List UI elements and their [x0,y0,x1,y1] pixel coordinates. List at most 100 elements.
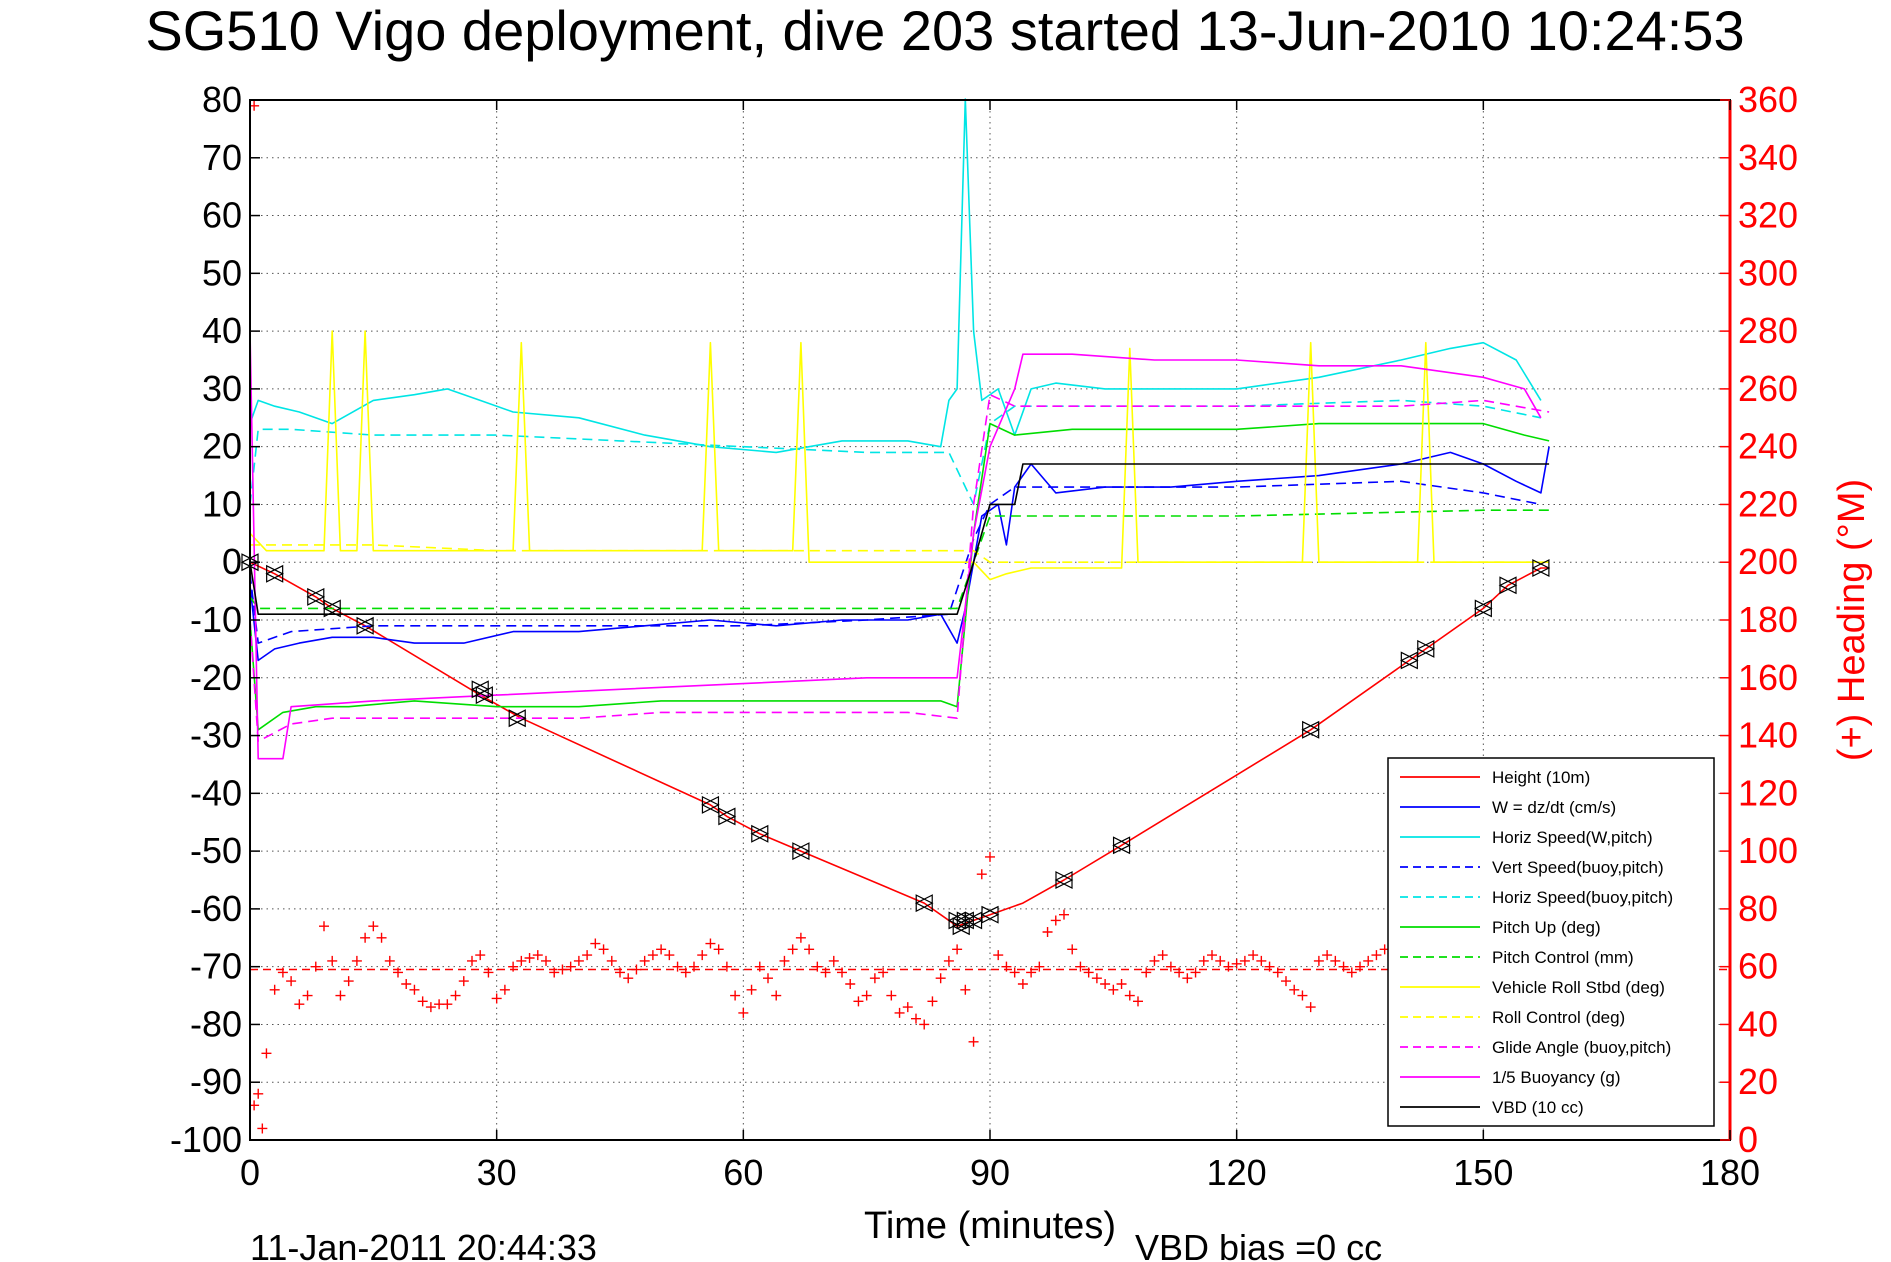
heading-point [401,979,412,989]
heading-point [1042,927,1053,937]
legend-label: Pitch Control (mm) [1492,948,1634,967]
height-marker [1498,576,1518,595]
series-line-vert-speed-buoy-pitch [249,480,1542,644]
height-marker [1531,559,1551,577]
heading-point [1239,955,1250,966]
heading-point [730,990,741,1001]
heading-point [343,976,354,987]
heading-point [1281,976,1291,987]
y-right-tick-label: 200 [1738,541,1798,582]
x-axis-ticks: 0 30 60 90 120 150 180 [240,100,1760,1193]
heading-point [861,990,872,1001]
heading-point [253,1088,264,1099]
x-axis-label: Time (minutes) [864,1205,1116,1247]
heading-point [1338,961,1349,972]
legend: Height (10m) W = dz/dt (cm/s) Horiz Speed(… [1387,757,1715,1127]
y-left-tick-label: -90 [190,1061,242,1102]
heading-point [1264,961,1275,972]
y-left-tick-label: 20 [202,426,242,467]
chart-title: SG510 Vigo deployment, dive 203 started … [145,0,1744,62]
heading-point [1165,961,1176,972]
x-tick-label: 30 [477,1152,517,1193]
right-axis-label: (+) Heading (°M) [1831,479,1873,761]
heading-point [1223,961,1234,972]
heading-point [475,950,486,961]
series-line-vbd-10-cc [249,463,1550,615]
heading-point [1305,1002,1316,1013]
heading-point [1149,955,1160,966]
heading-point [721,961,732,972]
height-marker [306,587,326,606]
heading-point [1182,973,1193,984]
heading-point [902,1002,913,1013]
series-line-pitch-up-deg [249,422,1550,731]
x-tick-label: 90 [970,1152,1010,1193]
heading-point [1355,961,1365,972]
legend-label: Roll Control (deg) [1492,1008,1625,1027]
footer-vbd-bias: VBD bias =0 cc [1135,1227,1382,1262]
legend-label: Horiz Speed(W,pitch) [1492,828,1653,847]
heading-point [1198,955,1209,966]
height-marker [1112,836,1131,855]
height-marker [914,894,934,913]
heading-point [1001,961,1012,972]
heading-point [1256,955,1267,966]
heading-point [647,950,658,961]
x-tick-label: 0 [240,1152,260,1193]
heading-point [738,1007,749,1018]
series-line-vehicle-roll-stbd-deg [249,330,1550,581]
x-tick-label: 60 [723,1152,763,1193]
heading-point [615,967,625,978]
heading-point [319,921,329,932]
heading-point [549,967,560,978]
heading-point [417,996,428,1007]
y-right-tick-label: 340 [1738,137,1798,178]
height-marker [1301,720,1321,739]
height-marker [717,807,737,826]
y-right-tick-label: 160 [1738,657,1798,698]
series-line-1-5-buoyancy-g [249,331,1542,760]
y-left-tick-label: 40 [202,310,242,351]
x-tick-label: 180 [1700,1152,1760,1193]
heading-point [257,1123,268,1134]
heading-markers [249,100,1398,1134]
heading-point [664,950,675,961]
y-left-tick-label: -100 [170,1119,242,1160]
heading-point [828,955,839,966]
heading-point [573,955,584,966]
y-left-tick-label: 70 [202,137,242,178]
height-marker [322,599,342,618]
y-left-tick-label: 60 [202,195,242,236]
triangle-markers [240,553,1551,936]
series-line-pitch-control-mm [249,509,1550,610]
heading-point [393,967,403,978]
heading-point [680,967,691,978]
heading-point [911,1013,921,1024]
heading-point [467,955,477,966]
heading-point [1313,955,1324,966]
heading-point [795,932,806,943]
heading-point [606,955,617,966]
heading-point [894,1007,905,1018]
footer-date: 11-Jan-2011 20:44:33 [250,1227,597,1262]
heading-point [1116,979,1127,989]
heading-point [351,955,362,966]
left-axis-ticks: 80 70 60 50 40 30 20 10 0 -10 -20 -30 -40 -50 -60 -70 -8… [170,79,260,1160]
y-left-tick-label: 10 [202,483,242,524]
y-left-tick-label: -30 [190,715,242,756]
heading-point [524,953,535,963]
heading-point [532,950,543,961]
heading-point [442,999,453,1010]
y-right-tick-label: 0 [1738,1119,1758,1160]
legend-label: Vert Speed(buoy,pitch) [1492,858,1664,877]
height-marker [701,795,720,814]
heading-point [869,973,880,984]
y-right-tick-label: 320 [1738,195,1798,236]
y-left-tick-label: -80 [190,1003,242,1044]
y-left-tick-label: -10 [190,599,242,640]
legend-label: Pitch Up (deg) [1492,918,1601,937]
heading-point [1157,950,1168,961]
height-marker [1473,599,1493,618]
heading-point [508,961,519,972]
series-line-glide-angle-buoy-pitch [249,393,1550,743]
